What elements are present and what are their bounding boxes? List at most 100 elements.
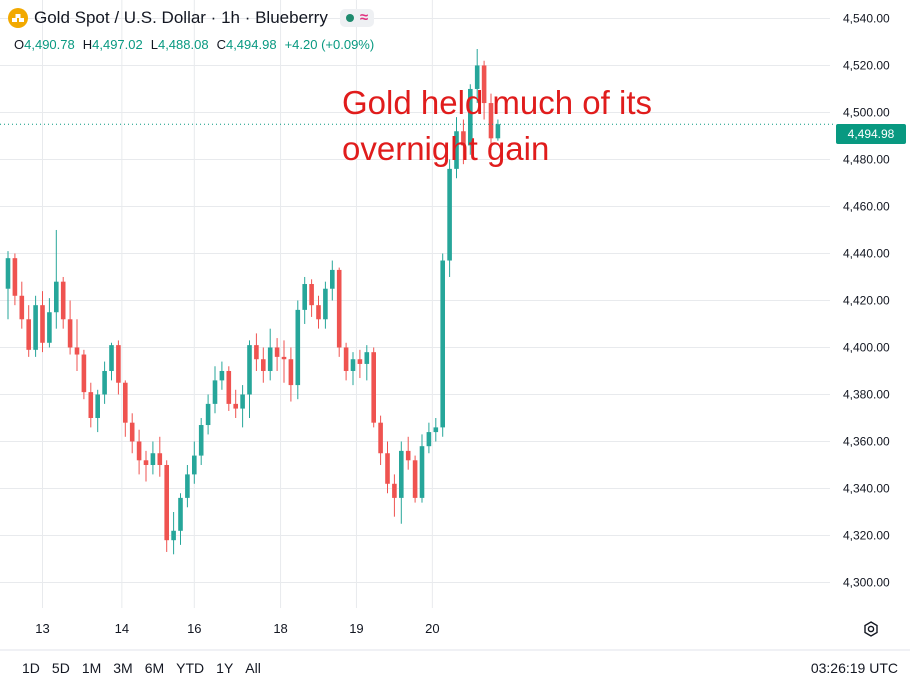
x-tick-label: 19 xyxy=(349,621,363,636)
candle-body xyxy=(129,422,135,442)
candle-body xyxy=(74,347,80,355)
candle-down xyxy=(385,441,390,494)
chart-header: Gold Spot / U.S. Dollar · 1h · Blueberry… xyxy=(8,6,375,30)
candle-down xyxy=(143,450,149,482)
status-dot-icon xyxy=(345,14,354,22)
candle-up xyxy=(109,342,114,381)
candle-up xyxy=(440,253,445,437)
candle-body xyxy=(116,345,121,383)
candle-body xyxy=(447,168,452,261)
candle-up xyxy=(426,422,432,454)
y-tick-label: 4,300.00 xyxy=(843,575,890,589)
status-box[interactable]: ≈ xyxy=(339,9,375,27)
candle-body xyxy=(412,460,418,498)
candle-up xyxy=(185,464,190,508)
candle-down xyxy=(392,474,397,517)
y-axis: 4,300.00 4,320.00 4,340.00 4,360.00 4,380.00… xyxy=(843,11,890,589)
range-6m[interactable]: 6M xyxy=(144,660,165,676)
range-ytd[interactable]: YTD xyxy=(176,660,205,676)
candle-up xyxy=(33,295,38,357)
candle-down xyxy=(136,429,142,475)
high-value: 4,497.02 xyxy=(92,37,143,52)
candle-body xyxy=(350,359,356,371)
candle-body xyxy=(392,483,397,498)
candle-down xyxy=(336,267,342,357)
candle-down xyxy=(81,349,87,400)
candle-body xyxy=(171,530,176,541)
candle-up xyxy=(295,300,301,400)
candle-down xyxy=(26,305,31,357)
candle-body xyxy=(343,347,349,371)
range-all[interactable]: All xyxy=(245,660,261,676)
candle-up xyxy=(212,366,218,414)
candle-up xyxy=(474,49,480,104)
candle-body xyxy=(454,131,459,169)
y-tick-label: 4,480.00 xyxy=(843,152,890,166)
candle-down xyxy=(316,295,321,329)
candle-body xyxy=(60,281,66,320)
range-1m[interactable]: 1M xyxy=(81,660,102,676)
wave-icon: ≈ xyxy=(359,9,369,26)
y-tick-label: 4,540.00 xyxy=(843,11,890,25)
candle-body xyxy=(261,359,266,371)
ohlc-readout: O4,490.78 H4,497.02 L4,488.08 C4,494.98 … xyxy=(14,37,374,52)
candle-body xyxy=(309,284,314,306)
candle-body xyxy=(399,450,404,498)
range-1y[interactable]: 1Y xyxy=(216,660,234,676)
y-tick-label: 4,420.00 xyxy=(843,293,890,307)
x-axis: 13 14 16 18 19 20 xyxy=(35,621,439,636)
candle-body xyxy=(54,281,59,313)
candle-body xyxy=(371,352,376,423)
candle-body xyxy=(5,258,11,289)
candle-up xyxy=(247,340,252,418)
y-tick-label: 4,440.00 xyxy=(843,246,890,260)
candle-body xyxy=(219,370,225,381)
candle-body xyxy=(212,380,218,404)
candle-body xyxy=(323,288,328,320)
candle-body xyxy=(88,392,94,418)
utc-clock[interactable]: 03:26:19 UTC xyxy=(810,660,898,676)
low-value: 4,488.08 xyxy=(157,37,209,52)
chart-annotation: Gold held much of its overnight gain xyxy=(342,84,652,167)
candle-body xyxy=(488,103,494,139)
candle-down xyxy=(254,333,259,371)
candle-body xyxy=(302,284,307,310)
x-tick-label: 20 xyxy=(425,621,439,636)
candle-body xyxy=(67,319,73,348)
candle-up xyxy=(433,417,439,442)
symbol-title[interactable]: Gold Spot / U.S. Dollar · 1h · Blueberry xyxy=(34,8,328,27)
candle-body xyxy=(198,425,204,456)
candle-up xyxy=(364,345,370,381)
candle-body xyxy=(378,422,383,454)
range-1d[interactable]: 1D xyxy=(22,660,40,676)
candle-body xyxy=(357,359,363,364)
candle-body xyxy=(26,319,31,350)
y-tick-label: 4,460.00 xyxy=(843,199,890,213)
candle-up xyxy=(5,251,11,320)
candle-body xyxy=(19,295,25,320)
candle-up xyxy=(323,281,328,329)
candle-down xyxy=(60,276,66,329)
candle-down xyxy=(116,340,121,395)
x-tick-label: 16 xyxy=(187,621,201,636)
candle-down xyxy=(309,279,314,317)
candle-body xyxy=(164,464,169,541)
candle-body xyxy=(81,354,87,393)
candle-body xyxy=(316,305,321,320)
candle-body xyxy=(336,269,342,348)
candle-body xyxy=(254,345,259,360)
candle-body xyxy=(123,382,128,423)
range-3m[interactable]: 3M xyxy=(113,660,133,676)
time-range-bar: 1D 5D 1M 3M 6M YTD 1Y All xyxy=(22,660,261,676)
candle-body xyxy=(330,269,335,289)
candle-up xyxy=(102,361,107,404)
settings-gear-icon[interactable] xyxy=(861,619,881,639)
range-5d[interactable]: 5D xyxy=(51,660,70,676)
candle-up xyxy=(198,417,204,465)
candle-down xyxy=(67,300,73,355)
candle-body xyxy=(433,427,439,433)
candle-down xyxy=(481,60,487,120)
candle-body xyxy=(267,347,273,371)
candle-body xyxy=(95,394,100,418)
